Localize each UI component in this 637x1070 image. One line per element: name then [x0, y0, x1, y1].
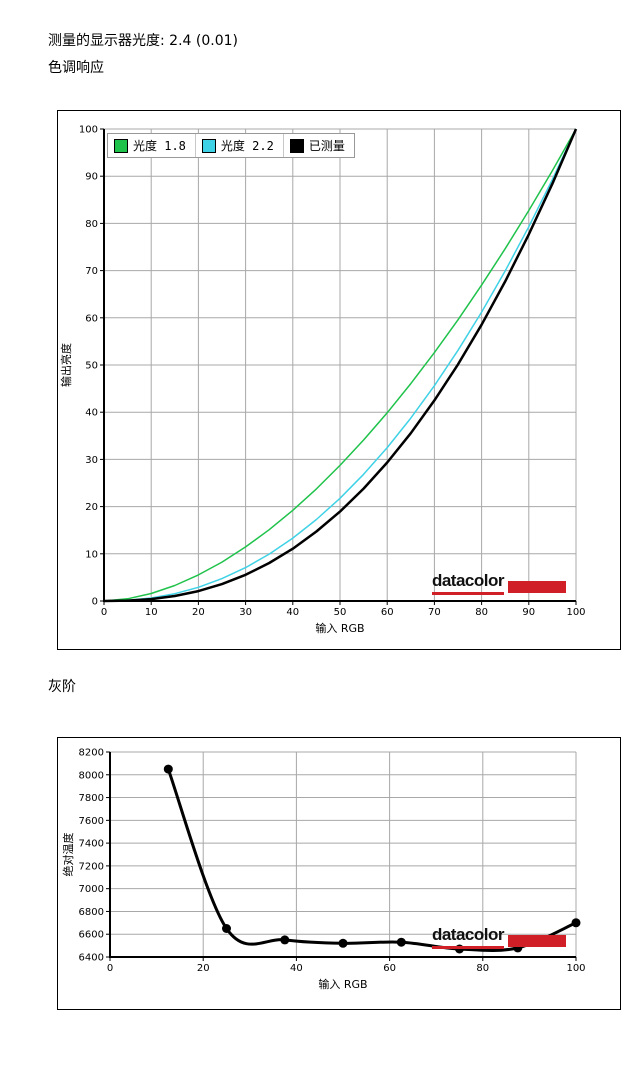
- svg-text:20: 20: [192, 607, 205, 618]
- svg-text:90: 90: [522, 607, 535, 618]
- svg-text:40: 40: [286, 607, 299, 618]
- x-axis-label: 输入 RGB: [315, 621, 364, 635]
- svg-text:80: 80: [475, 607, 488, 618]
- grayscale-plot: 0 20 40 60 80 100 6400 6600 6800 7000 7200 7400 7600…: [61, 748, 586, 992]
- data-point: [396, 937, 406, 947]
- svg-text:100: 100: [79, 125, 98, 136]
- svg-text:7000: 7000: [79, 884, 104, 895]
- svg-text:7200: 7200: [79, 861, 104, 872]
- svg-text:50: 50: [85, 361, 98, 372]
- svg-text:8000: 8000: [79, 770, 104, 781]
- svg-text:30: 30: [239, 607, 252, 618]
- axes: [100, 128, 577, 605]
- section-title-grayscale: 灰阶: [48, 679, 76, 695]
- svg-text:6600: 6600: [79, 930, 104, 941]
- tone-response-plot: 0 10 20 30 40 50 60 70 80 90 100 0 10 20 30 40 50 60 70 80 9…: [59, 125, 586, 636]
- svg-text:80: 80: [476, 963, 489, 974]
- legend-item-measured: 已测量: [284, 134, 354, 157]
- legend-label-gamma-22: 光度 2.2: [220, 139, 274, 153]
- svg-text:60: 60: [383, 963, 396, 974]
- svg-text:0: 0: [107, 963, 113, 974]
- svg-text:30: 30: [85, 455, 98, 466]
- gamma-reading-label: 测量的显示器光度:: [48, 33, 165, 49]
- datacolor-wordmark: datacolor: [431, 572, 505, 595]
- y-axis-label: 输出亮度: [59, 343, 73, 387]
- series-line-0: [166, 768, 577, 952]
- legend-label-gamma-18: 光度 1.8: [133, 139, 186, 153]
- section-title-tone-response: 色调响应: [48, 60, 104, 76]
- gridlines: [104, 128, 577, 601]
- svg-text:10: 10: [85, 549, 98, 560]
- svg-text:8200: 8200: [79, 748, 104, 759]
- svg-text:40: 40: [290, 963, 303, 974]
- x-axis-label: 输入 RGB: [318, 977, 367, 991]
- tick-labels: 0 20 40 60 80 100 6400 6600 6800 7000 7200 7400 7600…: [79, 748, 586, 975]
- datacolor-wordmark: datacolor: [431, 926, 505, 949]
- svg-text:80: 80: [85, 219, 98, 230]
- tick-labels: 0 10 20 30 40 50 60 70 80 90 100 0 10 20 30 40 50 60 70 80 9…: [79, 125, 586, 619]
- datacolor-logo-bar: [508, 935, 566, 947]
- svg-text:40: 40: [85, 408, 98, 419]
- data-point: [163, 764, 173, 774]
- svg-text:60: 60: [381, 607, 394, 618]
- series-line-1: [103, 128, 577, 602]
- legend-item-gamma-18: 光度 1.8: [108, 134, 196, 157]
- svg-text:90: 90: [85, 172, 98, 183]
- svg-text:100: 100: [566, 607, 585, 618]
- series-line-0: [103, 128, 577, 602]
- svg-text:6800: 6800: [79, 907, 104, 918]
- axes: [106, 751, 577, 961]
- legend-swatch-gamma-22: [201, 138, 216, 153]
- data-point: [222, 924, 231, 933]
- svg-text:7400: 7400: [79, 839, 104, 850]
- svg-text:100: 100: [566, 963, 585, 974]
- svg-text:10: 10: [145, 607, 158, 618]
- tone-response-chart: 0 10 20 30 40 50 60 70 80 90 100 0 10 20 30 40 50 60 70 80 9…: [57, 110, 621, 650]
- datacolor-logo: datacolor: [431, 572, 566, 595]
- svg-text:7600: 7600: [79, 816, 104, 827]
- grayscale-chart: 0 20 40 60 80 100 6400 6600 6800 7000 7200 7400 7600…: [57, 737, 621, 1010]
- svg-text:6400: 6400: [79, 953, 104, 964]
- legend-swatch-measured: [289, 138, 304, 153]
- gamma-reading: 测量的显示器光度: 2.4 (0.01): [48, 30, 238, 50]
- svg-text:0: 0: [92, 597, 98, 608]
- datacolor-logo: datacolor: [431, 926, 566, 949]
- data-point: [571, 918, 581, 928]
- svg-text:70: 70: [428, 607, 441, 618]
- svg-text:60: 60: [85, 313, 98, 324]
- gamma-reading-value: 2.4 (0.01): [169, 33, 238, 49]
- legend-label-measured: 已测量: [308, 139, 345, 153]
- data-point: [338, 938, 348, 948]
- data-point: [280, 935, 290, 945]
- svg-text:70: 70: [85, 266, 98, 277]
- datacolor-logo-bar: [508, 581, 566, 593]
- legend-item-gamma-22: 光度 2.2: [196, 134, 284, 157]
- legend-swatch-gamma-18: [114, 138, 128, 153]
- chart-legend: 光度 1.8 光度 2.2 已测量: [107, 133, 355, 158]
- series: [103, 128, 578, 603]
- svg-text:20: 20: [85, 502, 98, 513]
- svg-text:20: 20: [197, 963, 210, 974]
- svg-text:7800: 7800: [79, 793, 104, 804]
- svg-text:0: 0: [101, 607, 107, 618]
- y-axis-label: 绝对温度: [61, 833, 75, 877]
- series-line-2: [103, 128, 578, 603]
- svg-text:50: 50: [334, 607, 347, 618]
